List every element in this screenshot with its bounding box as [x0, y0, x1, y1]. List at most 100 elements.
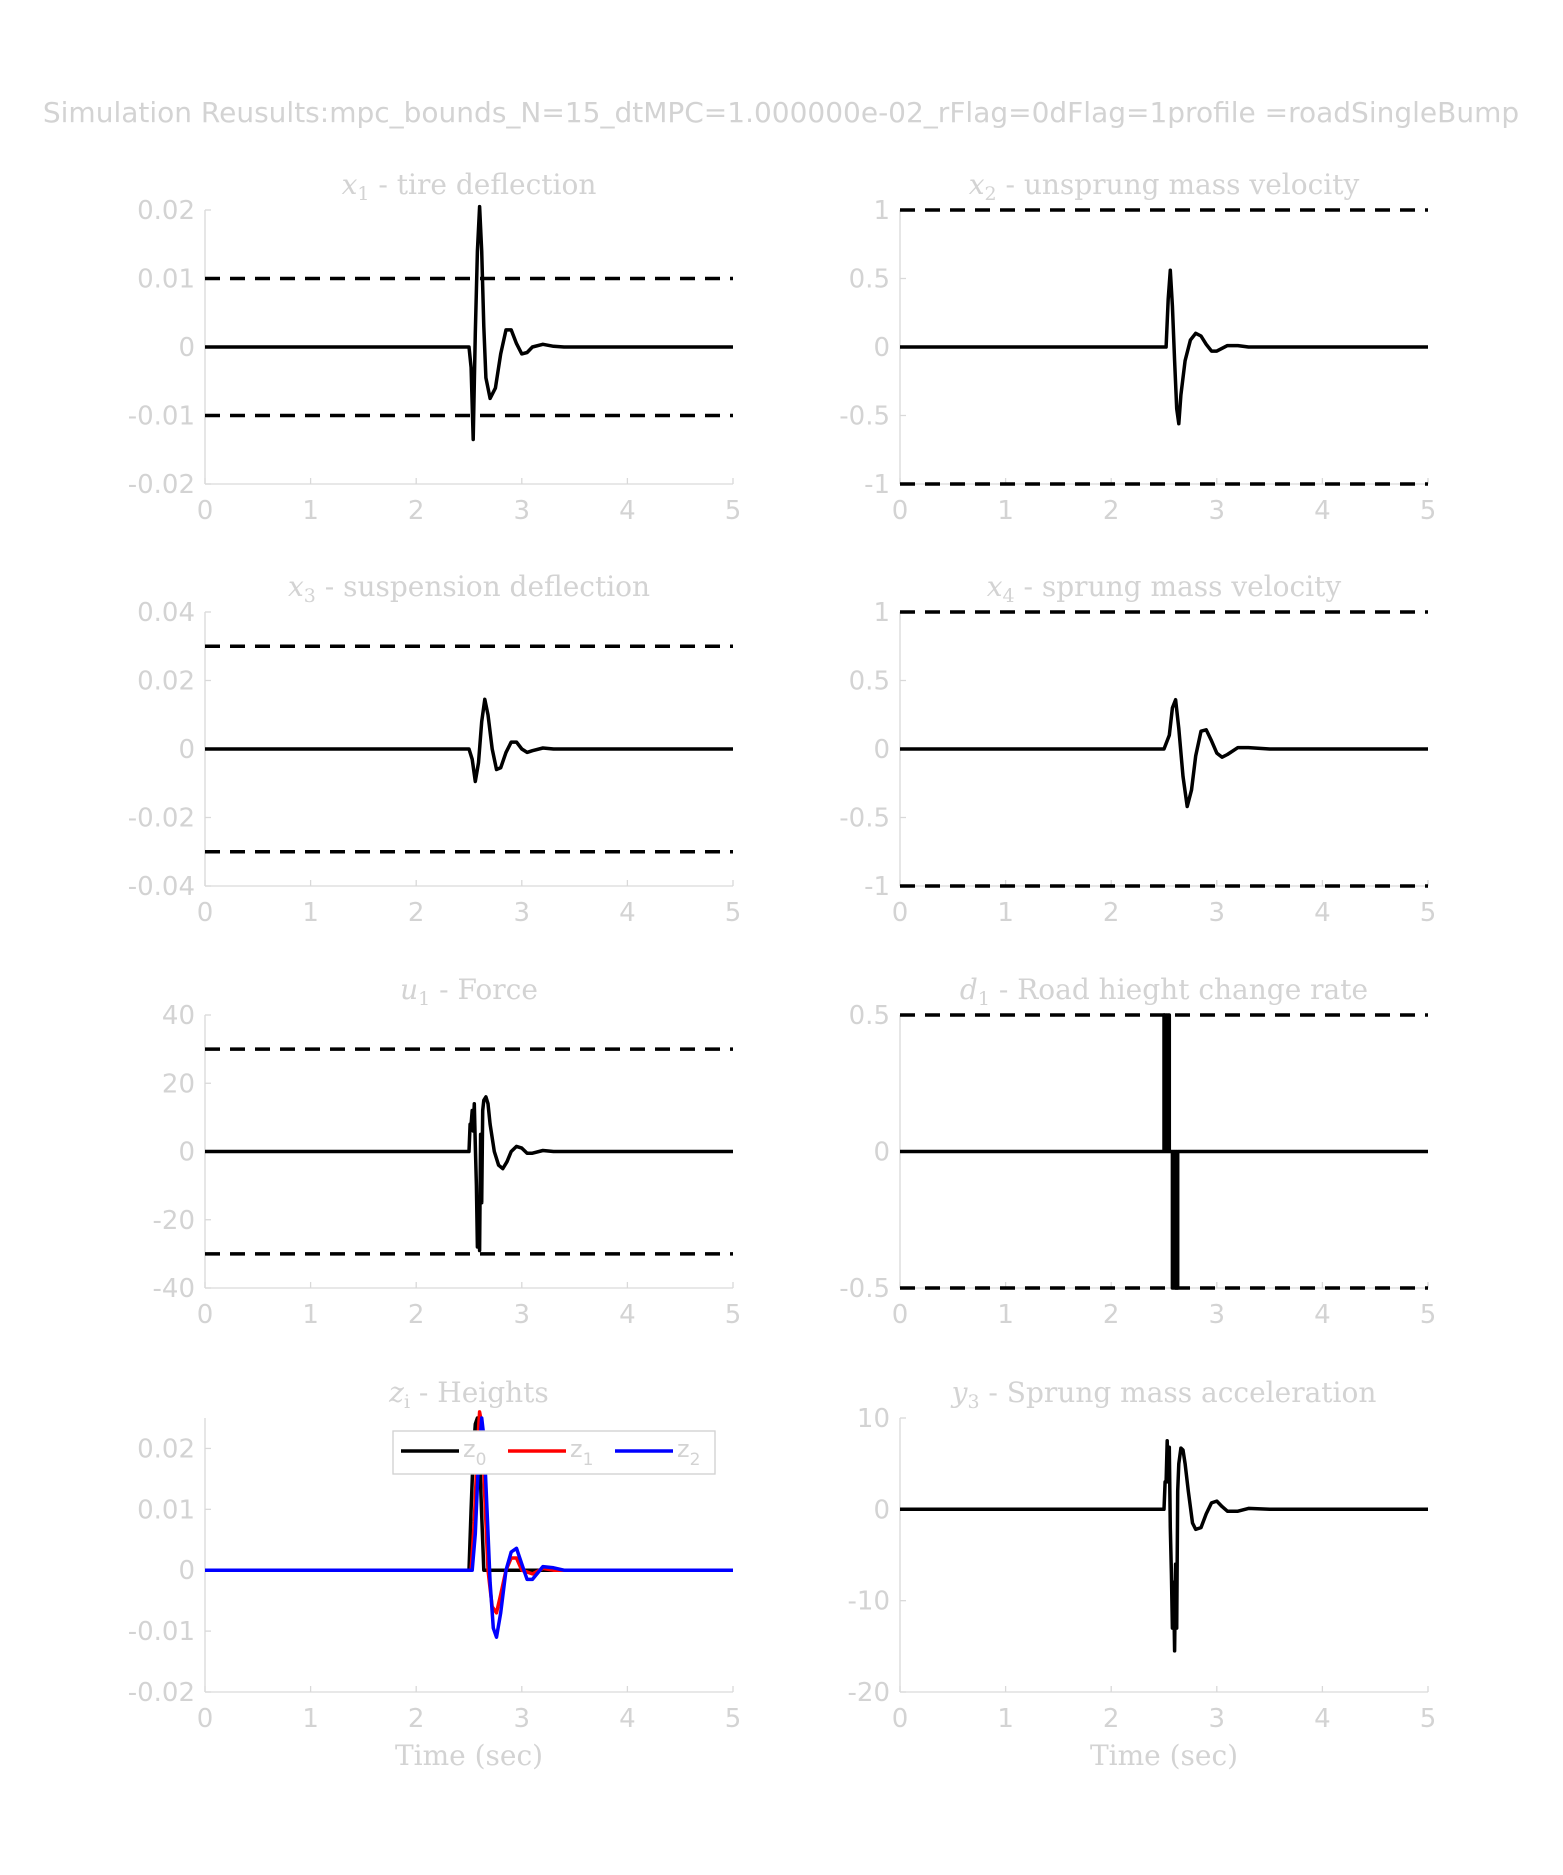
panel-title-d1: d1 - Road hieght change rate: [960, 973, 1368, 1010]
y-tick-label: 0: [178, 333, 195, 363]
x-tick-label: 4: [1314, 898, 1331, 928]
x-tick-label: 2: [408, 1704, 425, 1734]
x-tick-label: 5: [725, 1704, 742, 1734]
y-tick-label: -0.02: [128, 470, 195, 500]
panel-title-u1: u1 - Force: [400, 973, 538, 1010]
y-tick-label: -1: [864, 872, 890, 902]
x-tick-label: 5: [1420, 898, 1437, 928]
x-tick-label: 3: [1209, 496, 1226, 526]
x-axis-label: Time (sec): [395, 1739, 543, 1772]
series-line-x1: [205, 204, 733, 442]
legend-label-z2: z2: [677, 1435, 700, 1470]
y-tick-label: -20: [153, 1206, 195, 1236]
y-tick-label: 0.5: [849, 1001, 890, 1031]
x-tick-label: 3: [1209, 1704, 1226, 1734]
y-tick-label: 0.5: [849, 667, 890, 697]
x-tick-label: 1: [302, 898, 319, 928]
x-tick-label: 4: [619, 1300, 636, 1330]
x-tick-label: 2: [1103, 496, 1120, 526]
x-tick-label: 3: [1209, 898, 1226, 928]
y-tick-label: 0: [178, 735, 195, 765]
panel-title-zi: zi - Heights: [388, 1376, 549, 1413]
x-tick-label: 0: [197, 1704, 214, 1734]
x-tick-label: 4: [1314, 496, 1331, 526]
x-tick-label: 4: [619, 1704, 636, 1734]
y-tick-label: -0.5: [839, 402, 890, 432]
legend: z0 z1 z2: [392, 1430, 716, 1475]
y-tick-label: 10: [857, 1404, 890, 1434]
panels: x1 - tire deflection 0 1 2 3 4 5 -0.02 -0.01 0 0.0…: [128, 168, 1437, 1772]
x-tick-label: 5: [1420, 1300, 1437, 1330]
series-line-u1: [205, 1095, 733, 1253]
panel-x4: x4 - sprung mass velocity 0 1 2 3 4 5 -1 -0.5 0 0.…: [839, 570, 1436, 928]
panel-x3: x3 - suspension deflection 0 1 2 3 4 5 -0.04 -0.…: [128, 570, 742, 928]
panel-title-y3: y3 - Sprung mass acceleration: [950, 1376, 1377, 1413]
legend-label-z1: z1: [570, 1435, 593, 1470]
x-tick-label: 0: [197, 496, 214, 526]
series-line-x3: [205, 697, 733, 784]
series-line-y3: [900, 1439, 1428, 1653]
x-tick-label: 5: [725, 1300, 742, 1330]
y-tick-label: -40: [153, 1274, 195, 1304]
x-tick-label: 1: [997, 1300, 1014, 1330]
x-tick-label: 5: [1420, 1704, 1437, 1734]
y-tick-label: -10: [848, 1587, 890, 1617]
y-tick-label: -0.5: [839, 1274, 890, 1304]
x-tick-label: 1: [302, 1704, 319, 1734]
panel-title-x2: x2 - unsprung mass velocity: [969, 168, 1360, 205]
x-tick-label: 5: [725, 898, 742, 928]
y-tick-label: 0.01: [137, 265, 195, 295]
y-tick-label: -0.01: [128, 402, 195, 432]
x-tick-label: 0: [197, 898, 214, 928]
y-tick-label: 20: [162, 1069, 195, 1099]
x-tick-label: 3: [1209, 1300, 1226, 1330]
y-tick-label: 0.5: [849, 265, 890, 295]
x-tick-label: 5: [1420, 496, 1437, 526]
series-line-z0: [205, 1416, 733, 1572]
panel-u1: u1 - Force 0 1 2 3 4 5 -40 -20 0 20 40: [153, 973, 742, 1330]
y-tick-label: -0.5: [839, 804, 890, 834]
x-tick-label: 0: [892, 1300, 909, 1330]
x-tick-label: 1: [302, 1300, 319, 1330]
y-tick-label: 0: [178, 1556, 195, 1586]
y-tick-label: -0.04: [128, 872, 195, 902]
y-tick-label: 1: [873, 196, 890, 226]
figure-title: Simulation Reusults:mpc_bounds_N=15_dtMP…: [43, 96, 1519, 129]
panel-title-x3: x3 - suspension deflection: [288, 570, 650, 607]
x-tick-label: 2: [1103, 1704, 1120, 1734]
panel-title-x1: x1 - tire deflection: [342, 168, 597, 205]
legend-label-z0: z0: [463, 1435, 486, 1470]
x-tick-label: 0: [892, 898, 909, 928]
panel-title-x4: x4 - sprung mass velocity: [987, 570, 1342, 607]
series-line-x4: [900, 697, 1428, 809]
y-tick-label: -0.02: [128, 1678, 195, 1708]
series-line-x2: [900, 268, 1428, 426]
x-tick-label: 2: [408, 496, 425, 526]
x-tick-label: 3: [514, 1300, 531, 1330]
panel-zi: zi - Heights 0 1 2 3 4 5 -0.02 -0.01 0 0.01 0.02 Tim…: [128, 1376, 742, 1772]
y-tick-label: 0.01: [137, 1495, 195, 1525]
y-tick-label: 0: [873, 333, 890, 363]
x-tick-label: 3: [514, 496, 531, 526]
y-tick-label: -0.02: [128, 804, 195, 834]
y-tick-label: -0.01: [128, 1617, 195, 1647]
series-line-d1: [900, 1013, 1428, 1290]
x-tick-label: 0: [197, 1300, 214, 1330]
x-tick-label: 3: [514, 1704, 531, 1734]
x-tick-label: 1: [997, 1704, 1014, 1734]
y-tick-label: 1: [873, 598, 890, 628]
panel-x1: x1 - tire deflection 0 1 2 3 4 5 -0.02 -0.01 0 0.0…: [128, 168, 742, 526]
y-tick-label: 0.02: [137, 1434, 195, 1464]
y-tick-label: 0: [873, 1138, 890, 1168]
x-tick-label: 1: [997, 898, 1014, 928]
x-tick-label: 2: [1103, 898, 1120, 928]
x-tick-label: 2: [408, 898, 425, 928]
x-tick-label: 2: [1103, 1300, 1120, 1330]
x-axis-label: Time (sec): [1090, 1739, 1238, 1772]
x-tick-label: 0: [892, 496, 909, 526]
panel-y3: y3 - Sprung mass acceleration 0 1 2 3 4 5 -20 -1…: [848, 1376, 1437, 1772]
y-tick-label: 0: [178, 1138, 195, 1168]
x-tick-label: 4: [619, 898, 636, 928]
